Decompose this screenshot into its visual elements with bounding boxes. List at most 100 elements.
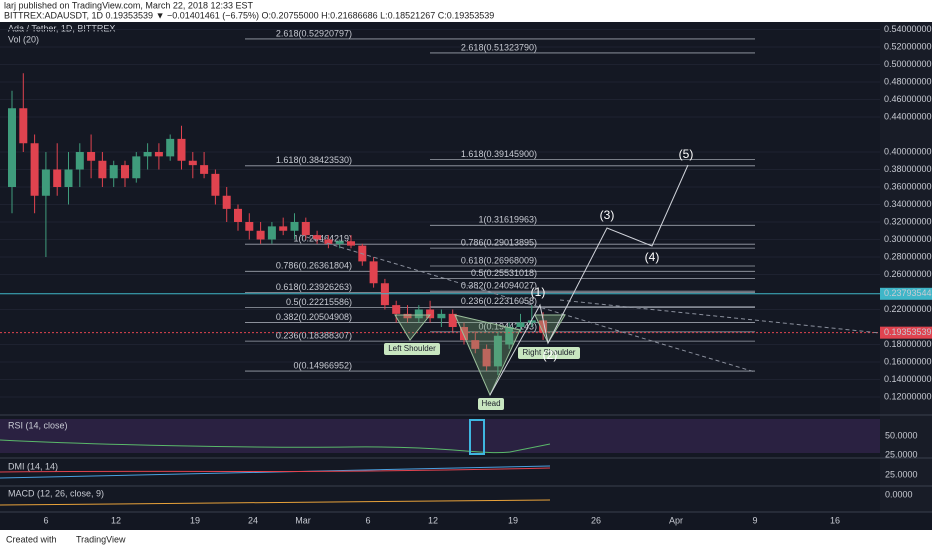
candle-body bbox=[256, 230, 265, 240]
fib-label: 0.618(0.26968009) bbox=[461, 255, 537, 265]
candle-body bbox=[505, 327, 514, 345]
candle-body bbox=[177, 138, 186, 161]
candle-body bbox=[53, 169, 62, 187]
price-tag bbox=[880, 326, 932, 339]
candle-body bbox=[143, 152, 152, 157]
date-label: 12 bbox=[111, 515, 121, 525]
price-label: 0.34000000 bbox=[884, 199, 932, 209]
label-box bbox=[384, 343, 440, 355]
volume-label: Vol (20) bbox=[8, 34, 39, 44]
price-label: 0.48000000 bbox=[884, 76, 932, 86]
fib-label: 1(0.29464219) bbox=[293, 234, 352, 244]
candle-body bbox=[245, 222, 254, 231]
fib-label: 2.618(0.52920797) bbox=[276, 28, 352, 38]
fib-label: 0.382(0.20504908) bbox=[276, 312, 352, 322]
rsi-axis: 25.0000 bbox=[885, 449, 918, 459]
candle-body bbox=[75, 152, 84, 170]
head-label: Head bbox=[481, 399, 500, 408]
dmi-label: DMI (14, 14) bbox=[8, 461, 58, 471]
head-shape bbox=[454, 314, 521, 397]
candle-body bbox=[222, 195, 231, 209]
left-shoulder-shape bbox=[394, 314, 432, 341]
candle-body bbox=[392, 305, 401, 314]
chart-title: Ada / Tether, 1D, BITTREX bbox=[8, 23, 115, 33]
candle-body bbox=[471, 340, 480, 349]
candle-body bbox=[369, 261, 378, 284]
fib-label: 0.382(0.24094027) bbox=[461, 281, 537, 291]
candle-body bbox=[324, 239, 333, 244]
fib-label: 0.618(0.23926263) bbox=[276, 282, 352, 292]
date-label: 12 bbox=[428, 515, 438, 525]
wave-label: (3) bbox=[600, 208, 615, 222]
fib-label: 0.786(0.29013895) bbox=[461, 238, 537, 248]
price-label: 0.16000000 bbox=[884, 356, 932, 366]
candle-body bbox=[154, 152, 163, 157]
date-label: 6 bbox=[43, 515, 48, 525]
date-label: 24 bbox=[248, 515, 258, 525]
wave-line bbox=[489, 164, 689, 396]
price-label: 0.12000000 bbox=[884, 391, 932, 401]
fib-label: 1(0.31619963) bbox=[478, 215, 537, 225]
price-label: 0.50000000 bbox=[884, 59, 932, 69]
candle-body bbox=[493, 335, 502, 367]
candle-body bbox=[414, 309, 423, 319]
date-label: 19 bbox=[508, 515, 518, 525]
candle-body bbox=[19, 108, 28, 144]
candle-body bbox=[188, 160, 197, 166]
date-label: 9 bbox=[752, 515, 757, 525]
candle-body bbox=[279, 226, 288, 231]
candle-body bbox=[234, 208, 242, 222]
candle-body bbox=[482, 348, 491, 367]
candle-body bbox=[8, 108, 16, 187]
price-label: 0.30000000 bbox=[884, 234, 932, 244]
trend-line bbox=[559, 299, 881, 334]
candle-body bbox=[30, 143, 39, 196]
rsi-band bbox=[0, 419, 880, 453]
fib-label: 0(0.19442143) bbox=[478, 321, 537, 331]
candle-body bbox=[335, 241, 344, 244]
candle-body bbox=[200, 165, 209, 174]
price-tag bbox=[880, 287, 932, 300]
candle-body bbox=[132, 156, 141, 179]
candle-body bbox=[448, 313, 457, 327]
wave-label: (4) bbox=[645, 250, 660, 264]
fib-label: 2.618(0.51323790) bbox=[461, 42, 537, 52]
wave-label: (1) bbox=[531, 285, 546, 299]
fib-label: 0.5(0.22215586) bbox=[286, 297, 352, 307]
candle-body bbox=[347, 241, 355, 246]
label-box bbox=[478, 398, 504, 410]
symbol-line: BITTREX:ADAUSDT, 1D 0.19353539 ▼ −0.0140… bbox=[4, 10, 494, 20]
candle-body bbox=[290, 222, 299, 231]
rsi-highlight bbox=[469, 419, 485, 455]
price-label: 0.18000000 bbox=[884, 339, 932, 349]
price-label: 0.28000000 bbox=[884, 251, 932, 261]
price-tag-label: 0.23793544 bbox=[884, 288, 932, 298]
left-shoulder-label: Left Shoulder bbox=[388, 344, 436, 353]
fib-label: 0.236(0.18388307) bbox=[276, 330, 352, 340]
rsi-axis: 50.0000 bbox=[885, 430, 918, 440]
fib-label: 1.618(0.39145900) bbox=[461, 149, 537, 159]
price-label: 0.52000000 bbox=[884, 41, 932, 51]
right-shoulder-shape bbox=[534, 314, 566, 345]
candle-body bbox=[539, 320, 548, 333]
price-label: 0.44000000 bbox=[884, 111, 932, 121]
candle-body bbox=[98, 160, 107, 179]
price-tag-label: 0.19353539 bbox=[884, 327, 932, 337]
footer-bar bbox=[0, 530, 932, 550]
fib-label: 0.236(0.22316058) bbox=[461, 296, 537, 306]
right-shoulder-label: Right Shoulder bbox=[523, 348, 576, 357]
publisher: larj published on TradingView.com, March… bbox=[4, 0, 253, 10]
candle-body bbox=[64, 169, 73, 187]
fib-label: 1.618(0.38423530) bbox=[276, 155, 352, 165]
date-label: 26 bbox=[591, 515, 601, 525]
label-box bbox=[518, 347, 580, 359]
candle-body bbox=[403, 313, 412, 319]
candle-body bbox=[426, 309, 435, 319]
fib-label: 0.5(0.25531018) bbox=[471, 268, 537, 278]
dmi-axis: 25.0000 bbox=[885, 469, 918, 479]
wave-label: (2) bbox=[543, 348, 558, 362]
footer-brand: TradingView bbox=[76, 534, 126, 544]
dmi-line bbox=[0, 467, 551, 473]
rsi-label: RSI (14, close) bbox=[8, 420, 68, 430]
